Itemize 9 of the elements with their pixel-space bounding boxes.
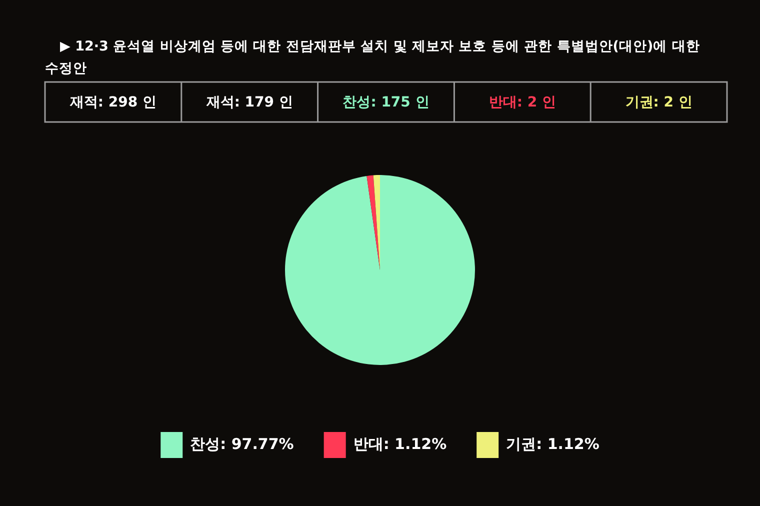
chart-title: ▶ 12·3 윤석열 비상계엄 등에 대한 전담재판부 설치 및 제보자 보호 등에 관한 특별법안(대안)에 대한 수정안 (45, 38, 700, 76)
legend-label: 기권: 1.12% (506, 434, 600, 453)
text: 반대: 2 인 (488, 94, 556, 111)
text: 재석: 179 인 (205, 94, 293, 111)
text: 재적: 298 인 (68, 94, 156, 111)
legend-label: 찬성: 97.77% (190, 434, 294, 453)
text: 기권: 2 인 (625, 94, 692, 111)
legend-label: 반대: 1.12% (353, 434, 447, 453)
text: 찬성: 175 인 (342, 94, 430, 111)
